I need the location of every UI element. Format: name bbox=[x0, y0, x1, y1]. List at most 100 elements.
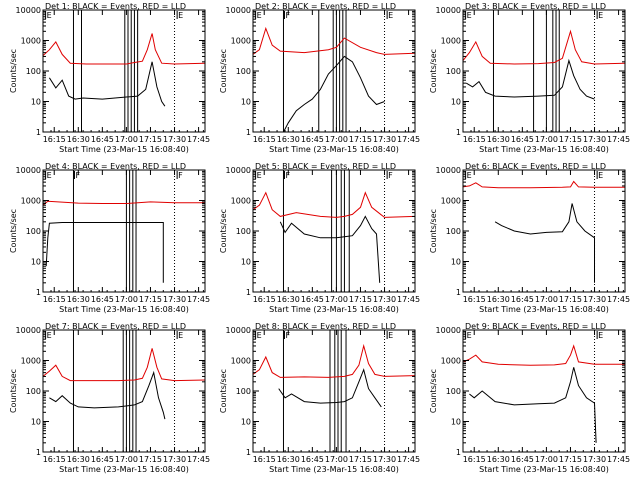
flag-label: E bbox=[47, 331, 52, 340]
y-tick-label: 100 bbox=[26, 387, 41, 396]
x-tick-label: 17:30 bbox=[163, 135, 186, 144]
y-tick-label: 10000 bbox=[16, 326, 41, 335]
y-tick-label: 100 bbox=[236, 227, 251, 236]
flag-label: E bbox=[467, 11, 472, 20]
x-tick-label: 16:15 bbox=[253, 135, 276, 144]
y-tick-label: 10000 bbox=[436, 326, 461, 335]
x-tick-label: 16:15 bbox=[43, 295, 66, 304]
panel-title: Det 3: BLACK = Events, RED = LLD bbox=[465, 2, 606, 11]
y-axis-label: Counts/sec bbox=[219, 209, 228, 253]
x-tick-label: 17:15 bbox=[139, 455, 162, 464]
x-tick-label: 17:45 bbox=[187, 455, 210, 464]
events-series-line bbox=[494, 203, 595, 283]
panel-title: Det 8: BLACK = Events, RED = LLD bbox=[255, 322, 396, 331]
flag-label: E bbox=[257, 171, 262, 180]
y-tick-label: 10000 bbox=[226, 326, 251, 335]
y-tick-label: 10000 bbox=[436, 6, 461, 15]
y-axis-label: Counts/sec bbox=[219, 369, 228, 413]
panel-title: Det 4: BLACK = Events, RED = LLD bbox=[45, 162, 186, 171]
x-tick-label: 17:00 bbox=[325, 295, 348, 304]
flag-label: E bbox=[467, 171, 472, 180]
x-tick-label: 16:30 bbox=[277, 455, 300, 464]
x-axis-label: Start Time (23-Mar-15 16:08:40) bbox=[59, 145, 189, 154]
x-tick-label: 17:45 bbox=[607, 455, 630, 464]
y-tick-label: 10 bbox=[31, 98, 41, 107]
events-series-line bbox=[49, 370, 166, 420]
events-series-line bbox=[48, 61, 166, 107]
x-axis-label: Start Time (23-Mar-15 16:08:40) bbox=[59, 465, 189, 474]
y-tick-label: 1000 bbox=[441, 357, 461, 366]
events-series-line bbox=[279, 215, 381, 283]
x-tick-label: 17:00 bbox=[115, 135, 138, 144]
y-tick-label: 100 bbox=[26, 67, 41, 76]
x-tick-label: 17:30 bbox=[583, 455, 606, 464]
x-tick-label: 16:15 bbox=[463, 455, 486, 464]
x-tick-label: 17:00 bbox=[115, 455, 138, 464]
flag-label: E bbox=[388, 11, 393, 20]
plot-frame bbox=[252, 9, 416, 133]
plot-frame bbox=[462, 9, 626, 133]
x-axis-label: Start Time (23-Mar-15 16:08:40) bbox=[269, 305, 399, 314]
x-axis-label: Start Time (23-Mar-15 16:08:40) bbox=[479, 305, 609, 314]
x-tick-label: 16:30 bbox=[487, 135, 510, 144]
flag-label: E bbox=[178, 331, 183, 340]
panel-title: Det 6: BLACK = Events, RED = LLD bbox=[465, 162, 606, 171]
x-tick-label: 17:45 bbox=[607, 295, 630, 304]
y-axis-label: Counts/sec bbox=[219, 49, 228, 93]
x-tick-label: 16:45 bbox=[511, 455, 534, 464]
x-tick-label: 16:30 bbox=[277, 295, 300, 304]
x-tick-label: 17:30 bbox=[163, 455, 186, 464]
x-tick-label: 16:45 bbox=[91, 455, 114, 464]
x-tick-label: 17:15 bbox=[559, 295, 582, 304]
flag-label: E bbox=[178, 11, 183, 20]
flag-label: E bbox=[467, 331, 472, 340]
flag-label: E bbox=[388, 331, 393, 340]
x-tick-label: 17:15 bbox=[559, 135, 582, 144]
lld-series-line bbox=[462, 29, 626, 65]
flag-label: E bbox=[257, 331, 262, 340]
y-tick-label: 1 bbox=[246, 128, 251, 137]
y-tick-label: 1000 bbox=[231, 197, 251, 206]
y-tick-label: 10000 bbox=[226, 166, 251, 175]
x-tick-label: 17:15 bbox=[139, 135, 162, 144]
y-tick-label: 1 bbox=[456, 448, 461, 457]
x-tick-label: 16:15 bbox=[253, 455, 276, 464]
x-tick-label: 16:45 bbox=[91, 135, 114, 144]
x-tick-label: 17:15 bbox=[139, 295, 162, 304]
lld-series-line bbox=[462, 344, 625, 366]
panel-title: Det 2: BLACK = Events, RED = LLD bbox=[255, 2, 396, 11]
flag-label: F bbox=[285, 331, 290, 340]
x-tick-label: 17:30 bbox=[373, 295, 396, 304]
y-tick-label: 1 bbox=[36, 288, 41, 297]
y-tick-label: 10 bbox=[451, 418, 461, 427]
x-tick-label: 17:15 bbox=[559, 455, 582, 464]
x-tick-label: 16:45 bbox=[511, 295, 534, 304]
lld-series-line bbox=[42, 33, 206, 65]
x-tick-label: 17:00 bbox=[535, 455, 558, 464]
x-tick-label: 17:30 bbox=[163, 295, 186, 304]
y-tick-label: 10 bbox=[31, 418, 41, 427]
y-tick-label: 1000 bbox=[441, 197, 461, 206]
x-tick-label: 17:00 bbox=[115, 295, 138, 304]
y-tick-label: 1 bbox=[246, 288, 251, 297]
lld-series-line bbox=[252, 26, 416, 55]
flag-label: F bbox=[285, 171, 290, 180]
flag-label: F bbox=[178, 171, 183, 180]
y-tick-label: 100 bbox=[446, 227, 461, 236]
flag-label: F bbox=[75, 171, 80, 180]
events-series-line bbox=[283, 55, 385, 133]
y-tick-label: 1 bbox=[36, 128, 41, 137]
x-tick-label: 17:45 bbox=[607, 135, 630, 144]
panel-title: Det 5: BLACK = Events, RED = LLD bbox=[255, 162, 396, 171]
flag-label: F bbox=[388, 171, 393, 180]
x-tick-label: 16:30 bbox=[277, 135, 300, 144]
x-tick-label: 17:45 bbox=[397, 455, 420, 464]
x-tick-label: 17:15 bbox=[349, 295, 372, 304]
